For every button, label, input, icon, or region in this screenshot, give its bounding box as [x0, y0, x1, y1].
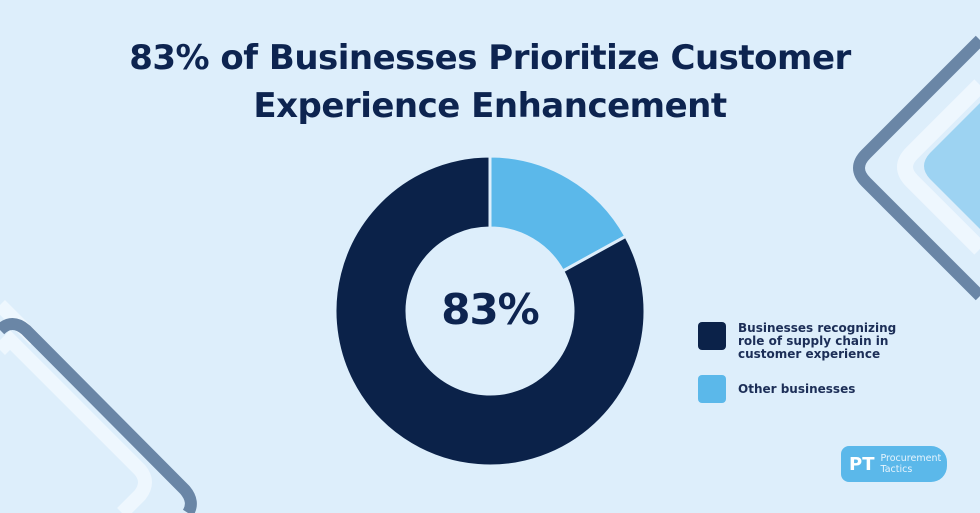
legend-label: Businesses recognizing role of supply ch…	[738, 321, 897, 361]
logo-mark: PT	[849, 453, 875, 475]
legend-swatch-light	[698, 375, 726, 403]
chart-legend: Businesses recognizing role of supply ch…	[698, 322, 908, 417]
chart-title-line-1: 83% of Businesses Prioritize Customer	[129, 38, 851, 78]
legend-swatch-dark	[698, 322, 726, 350]
legend-label: Other businesses	[738, 381, 856, 396]
procurement-tactics-logo: PT Procurement Tactics	[841, 446, 947, 482]
donut-chart	[333, 154, 647, 468]
logo-line-1: Procurement	[880, 453, 942, 464]
logo-wordmark: Procurement Tactics	[880, 453, 941, 475]
legend-item-supply-chain: Businesses recognizing role of supply ch…	[698, 322, 908, 361]
donut-center-label: 83%	[441, 285, 540, 334]
logo-line-2: Tactics	[880, 464, 913, 475]
chart-title: 83% of Businesses Prioritize Customer Ex…	[0, 34, 980, 130]
legend-item-other: Other businesses	[698, 375, 908, 403]
donut-slice-supply-chain	[333, 154, 647, 468]
chart-title-line-2: Experience Enhancement	[253, 86, 727, 126]
